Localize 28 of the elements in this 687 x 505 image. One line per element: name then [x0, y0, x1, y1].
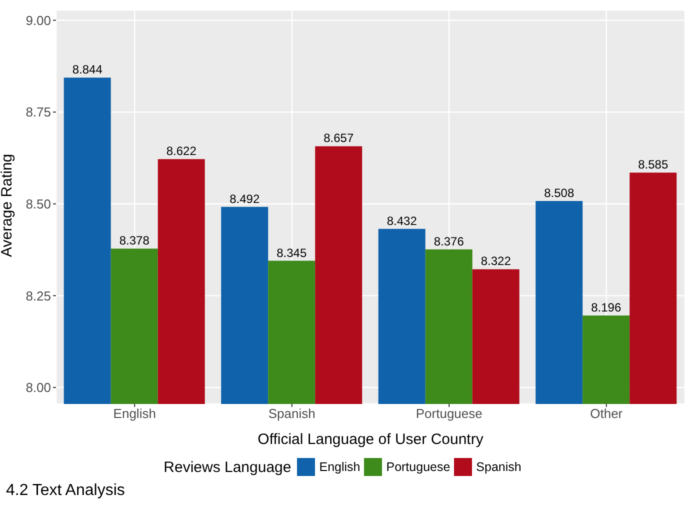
legend-label: Portuguese — [386, 460, 450, 474]
legend-label: English — [319, 460, 360, 474]
data-label: 8.378 — [119, 234, 150, 248]
data-label: 8.322 — [480, 254, 512, 268]
legend-label: Spanish — [476, 460, 522, 474]
data-label: 8.376 — [434, 234, 464, 248]
legend-title: Reviews Language — [164, 458, 292, 476]
data-label: 8.622 — [166, 144, 197, 158]
y-tick-label: 8.25 — [26, 288, 51, 304]
y-axis-title: Average Rating — [0, 154, 16, 257]
data-label: 8.196 — [591, 300, 622, 315]
y-tick-label: 8.50 — [26, 196, 51, 212]
text: 4.2 Text Analysis — [6, 482, 125, 500]
x-axis-title: Official Language of User Country — [258, 431, 484, 448]
x-tick-label: Spanish — [268, 406, 316, 422]
x-tick-label: Other — [590, 406, 624, 422]
data-label: 8.844 — [72, 62, 103, 77]
x-tick-label: English — [113, 406, 156, 422]
data-label: 8.492 — [230, 192, 260, 206]
data-label: 8.657 — [324, 131, 354, 146]
data-label: 8.432 — [386, 214, 418, 228]
x-tick-label: Portuguese — [416, 406, 482, 422]
y-tick-label: 8.00 — [26, 380, 51, 396]
data-label: 8.508 — [544, 186, 574, 200]
data-label: 8.345 — [276, 246, 307, 260]
y-tick-label: 9.00 — [26, 12, 51, 28]
y-tick-label: 8.75 — [26, 104, 51, 120]
data-label: 8.585 — [638, 158, 668, 172]
